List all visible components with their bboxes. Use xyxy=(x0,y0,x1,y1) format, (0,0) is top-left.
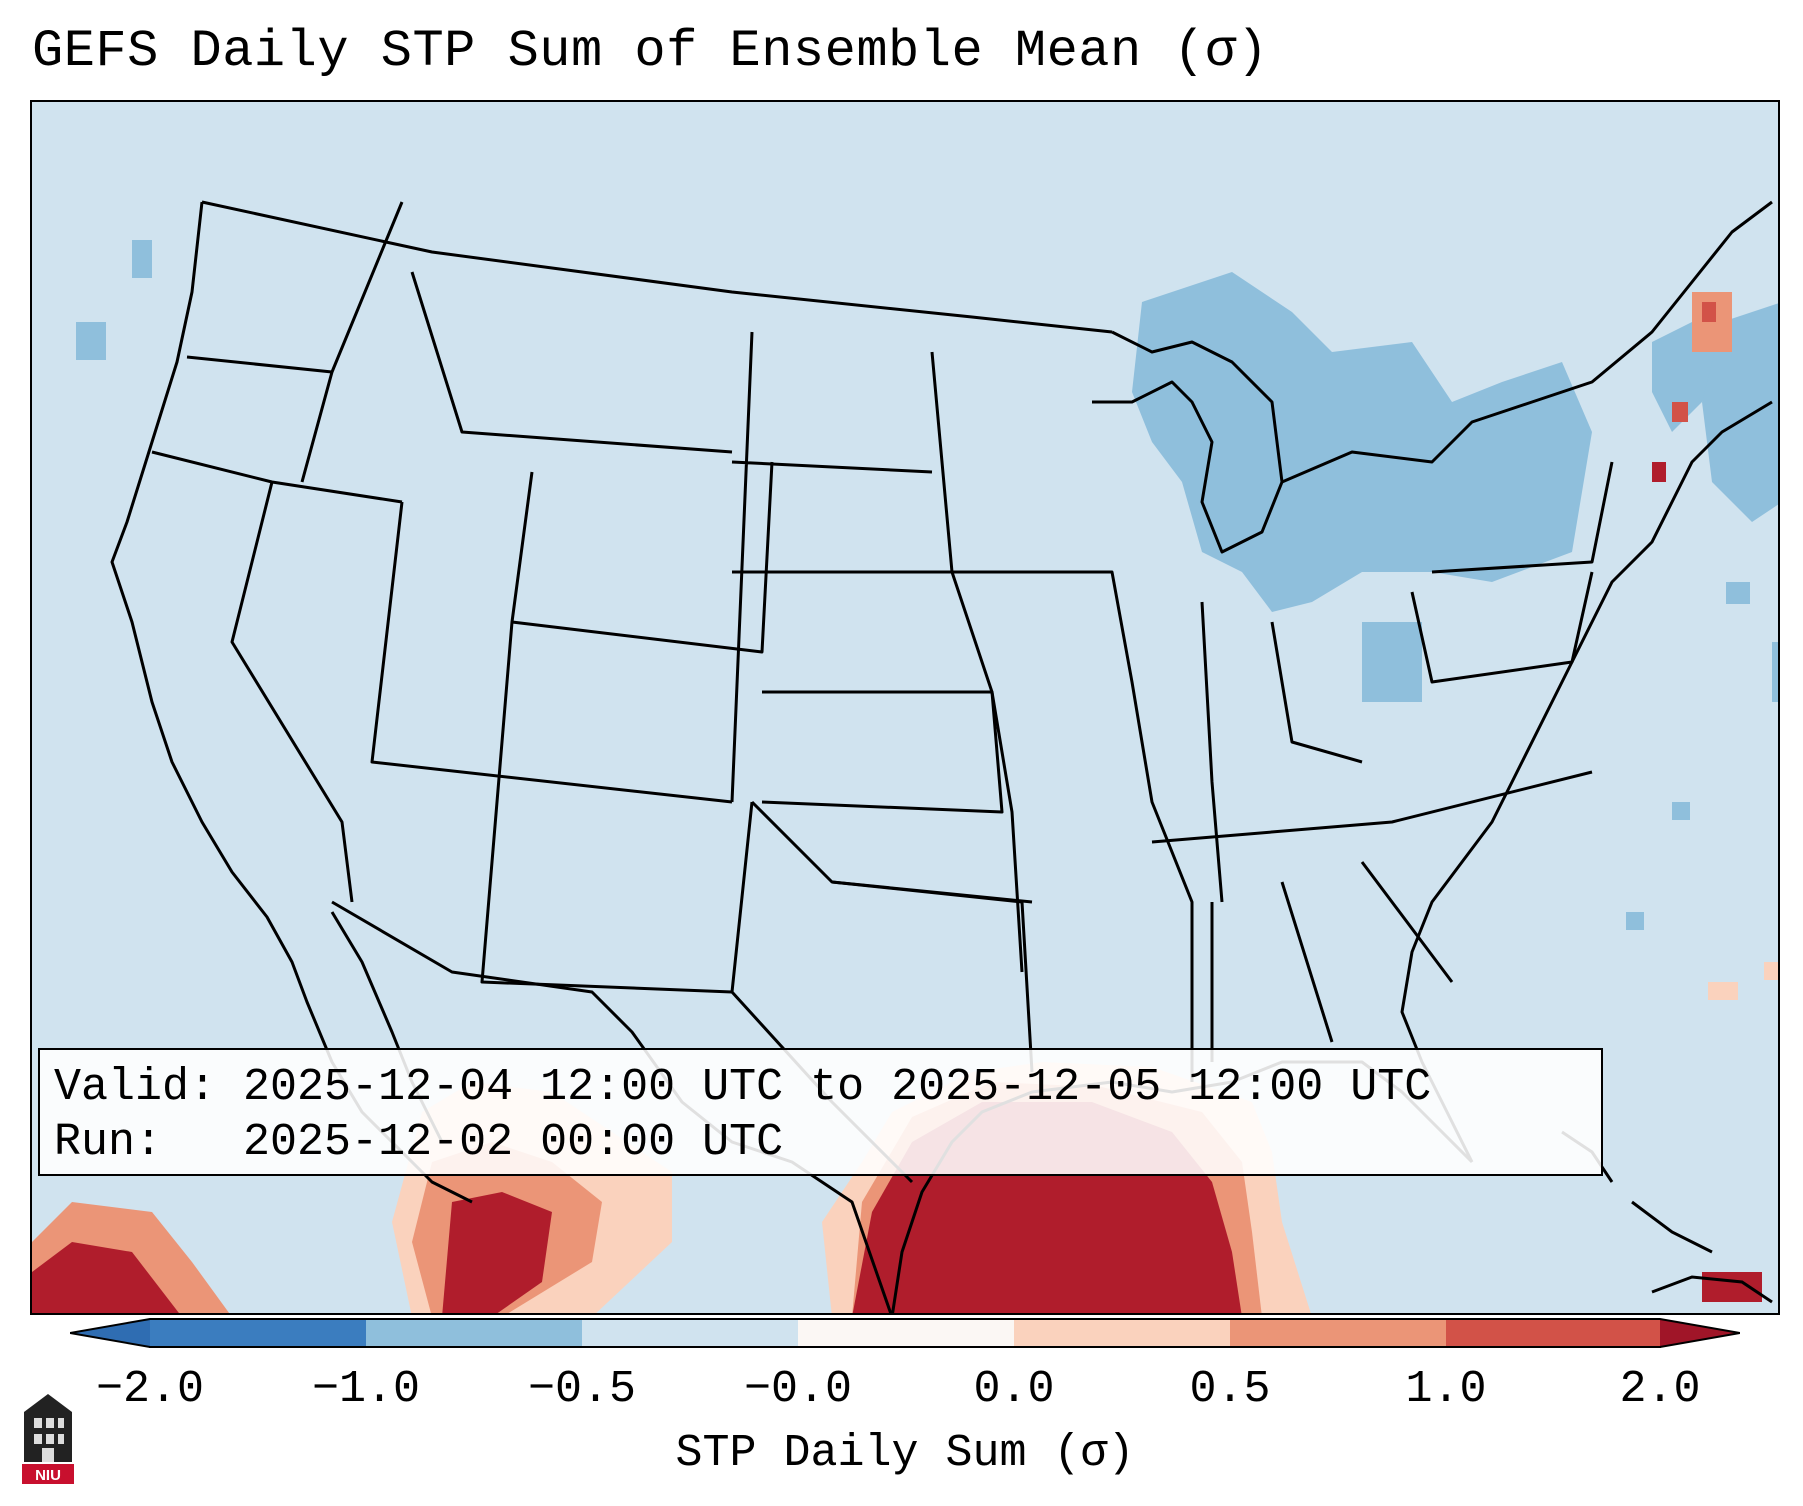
pacific-negative-patch xyxy=(76,322,106,360)
state-line-washington-oregon xyxy=(186,355,333,374)
state-line-wyoming xyxy=(510,461,774,654)
colorbar-segment-6 xyxy=(1446,1319,1660,1347)
east-coast xyxy=(1400,400,1773,1163)
valid-run-infobox: Valid: 2025-12-04 12:00 UTC to 2025-12-0… xyxy=(38,1048,1603,1176)
colorbar-tick-label: −1.0 xyxy=(311,1364,421,1415)
state-line-nevada xyxy=(230,481,354,903)
colorbar-segment-0 xyxy=(150,1319,366,1347)
colorbar-tick-label: −0.5 xyxy=(527,1364,637,1415)
colorbar xyxy=(70,1318,1740,1348)
ohio-negative-patch xyxy=(1362,622,1422,702)
colorbar-label: STP Daily Sum (σ) xyxy=(675,1428,1135,1479)
colorbar-segment-1 xyxy=(366,1319,582,1347)
colorbar-segment-2 xyxy=(582,1319,798,1347)
state-line-midwest-vertical xyxy=(930,351,1024,973)
vermont-strong-patch xyxy=(1652,462,1666,482)
map-canvas xyxy=(32,200,1778,1313)
atlantic-light-patch-2 xyxy=(1764,962,1778,980)
maine-strong-patch xyxy=(1702,302,1716,322)
atlantic-negative-patch-4 xyxy=(1626,912,1644,930)
state-line-dakotas xyxy=(730,331,952,803)
atlantic-negative-area xyxy=(1702,303,1778,522)
colorbar-tick-label: 2.0 xyxy=(1619,1364,1701,1415)
colorbar-tick-label: −0.0 xyxy=(743,1364,853,1415)
state-line-ohio-pennsylvania xyxy=(1410,571,1594,684)
state-line-tennessee xyxy=(1151,770,1593,844)
colorbar-segment-4 xyxy=(1014,1319,1230,1347)
state-line-illinois-indiana xyxy=(1200,601,1363,903)
state-line-midwest xyxy=(952,570,1194,1082)
state-line-oregon-california xyxy=(151,450,403,504)
colorbar-tick-label: 1.0 xyxy=(1405,1364,1487,1415)
logo-text: NIU xyxy=(35,1467,61,1484)
state-line-utah-arizona xyxy=(370,501,733,804)
great-lakes-negative-area xyxy=(1132,272,1592,612)
negative-anomaly-patches xyxy=(76,240,1778,930)
colorbar-tick-label: 0.0 xyxy=(973,1364,1055,1415)
atlantic-light-patch xyxy=(1708,982,1738,1000)
atlantic-negative-patch-3 xyxy=(1672,802,1690,820)
colorbar-segment-5 xyxy=(1230,1319,1446,1347)
state-line-montana-south xyxy=(410,271,733,454)
chart-title: GEFS Daily STP Sum of Ensemble Mean (σ) xyxy=(32,22,1269,81)
valid-label: Valid: xyxy=(54,1062,217,1113)
atlantic-negative-patch xyxy=(1772,642,1778,702)
run-label: Run: xyxy=(54,1117,163,1168)
northern-border xyxy=(201,200,1113,334)
state-line-idaho-east xyxy=(300,201,404,483)
northeast-border xyxy=(1281,200,1773,484)
state-line-plains xyxy=(750,690,1033,904)
hispaniola-outline xyxy=(1651,1275,1773,1304)
state-line-colorado xyxy=(480,621,754,994)
puerto-rico-strong-patch xyxy=(1702,1272,1762,1302)
pacific-strong-area xyxy=(32,1242,179,1313)
state-line-new-york xyxy=(1431,461,1614,574)
colorbar-segment-3 xyxy=(798,1319,1014,1347)
colorbar-max-extend xyxy=(1660,1319,1740,1347)
run-value: 2025-12-02 00:00 UTC xyxy=(243,1117,784,1168)
colorbar-tick-label: 0.5 xyxy=(1189,1364,1271,1415)
colorbar-tick-label: −2.0 xyxy=(95,1364,205,1415)
state-line-southeast xyxy=(1210,861,1454,1062)
niu-logo: NIU xyxy=(22,1394,74,1484)
great-lakes-shore xyxy=(1092,330,1284,554)
new-hampshire-strong-patch xyxy=(1672,402,1688,422)
mexico-strong-area xyxy=(442,1192,552,1313)
atlantic-negative-patch-2 xyxy=(1726,582,1750,604)
colorbar-min-extend xyxy=(70,1319,150,1347)
pacific-negative-patch-2 xyxy=(132,240,152,278)
valid-value: 2025-12-04 12:00 UTC to 2025-12-05 12:00… xyxy=(243,1062,1432,1113)
